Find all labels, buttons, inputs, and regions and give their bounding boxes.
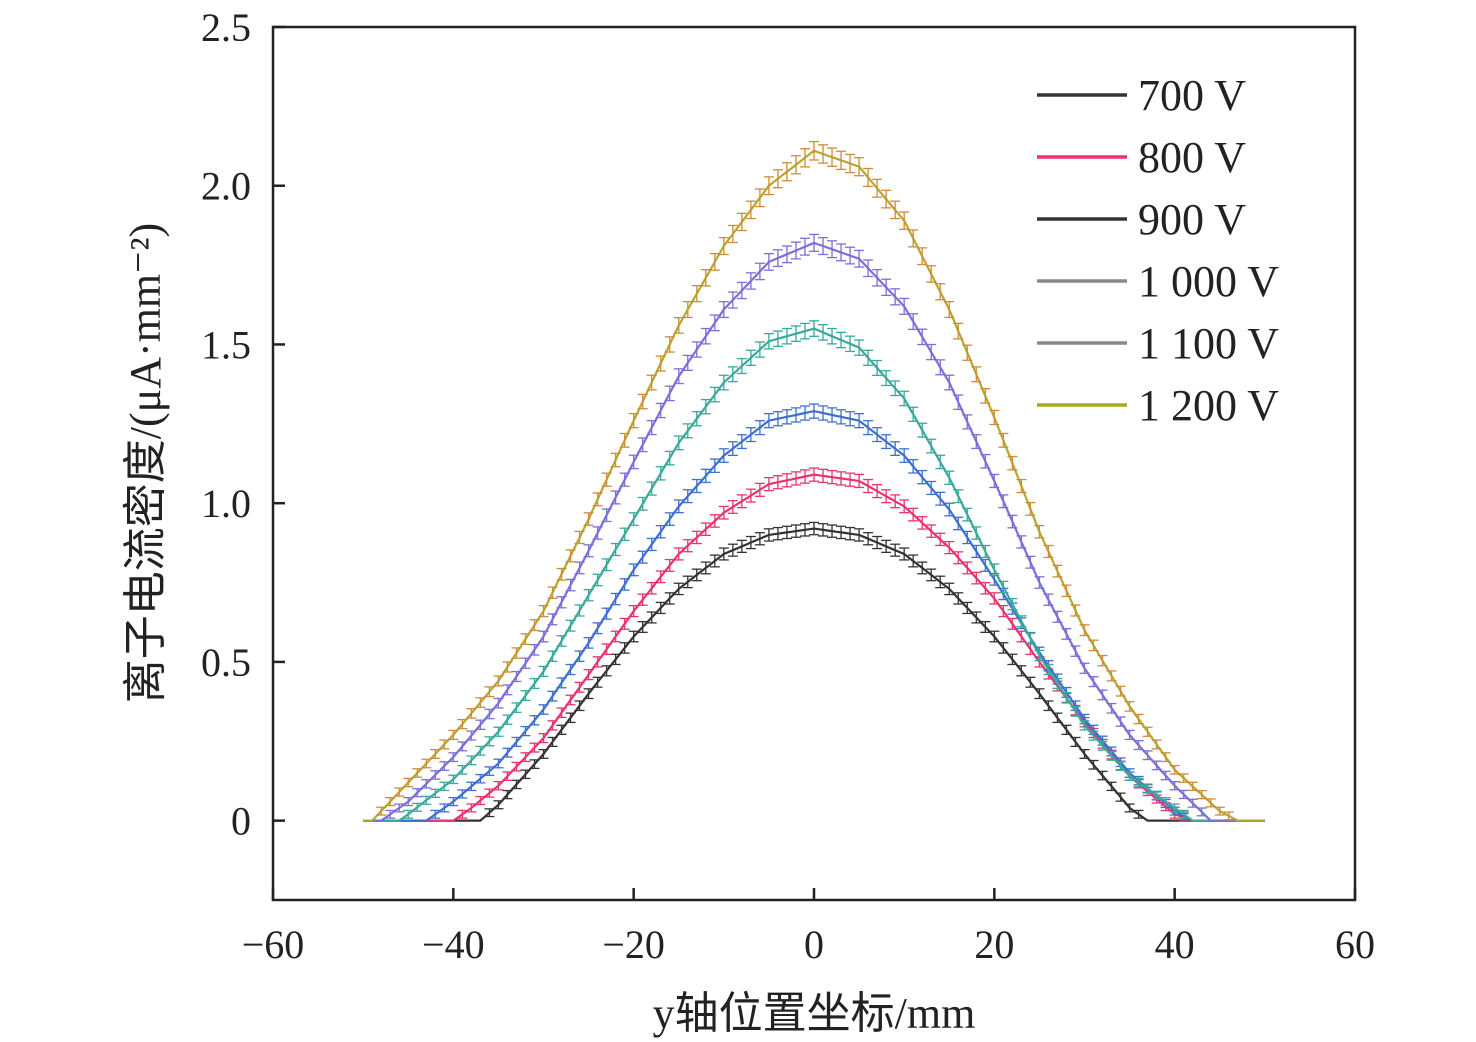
y-tick-label: 2.0 bbox=[201, 164, 251, 209]
series-line bbox=[363, 327, 1265, 822]
x-axis: −60 −40 −20 0 20 40 60 bbox=[242, 888, 1375, 967]
y-tick-label: 1.0 bbox=[201, 481, 251, 526]
y-axis-title: 离子电流密度/(μA·mm⁻²) bbox=[121, 223, 170, 703]
series-700v bbox=[363, 521, 1265, 822]
x-tick-label: 60 bbox=[1335, 922, 1375, 967]
series-900v bbox=[363, 403, 1265, 822]
series-layer bbox=[363, 140, 1265, 822]
y-tick-label: 0 bbox=[231, 799, 251, 844]
series-1200v bbox=[363, 140, 1265, 822]
x-axis-title: y轴位置坐标/mm bbox=[653, 989, 976, 1038]
x-tick-label: 20 bbox=[974, 922, 1014, 967]
y-tick-label: 0.5 bbox=[201, 640, 251, 685]
legend-label: 1 200 V bbox=[1138, 381, 1279, 430]
y-axis: 0 0.5 1.0 1.5 2.0 2.5 bbox=[201, 5, 285, 844]
series-1000v bbox=[363, 320, 1265, 822]
x-tick-label: −20 bbox=[602, 922, 665, 967]
x-tick-label: 0 bbox=[804, 922, 824, 967]
legend-label: 1 100 V bbox=[1138, 319, 1279, 368]
legend-label: 800 V bbox=[1138, 133, 1246, 182]
series-1100v bbox=[363, 233, 1265, 822]
legend: 700 V 800 V 900 V 1 000 V 1 100 V 1 200 V bbox=[1037, 71, 1279, 430]
y-tick-label: 1.5 bbox=[201, 322, 251, 367]
y-tick-label: 2.5 bbox=[201, 5, 251, 50]
x-tick-label: −40 bbox=[422, 922, 485, 967]
legend-label: 1 000 V bbox=[1138, 257, 1279, 306]
series-800v bbox=[363, 467, 1265, 822]
legend-label: 700 V bbox=[1138, 71, 1246, 120]
x-tick-label: −60 bbox=[242, 922, 305, 967]
x-tick-label: 40 bbox=[1155, 922, 1195, 967]
legend-label: 900 V bbox=[1138, 195, 1246, 244]
